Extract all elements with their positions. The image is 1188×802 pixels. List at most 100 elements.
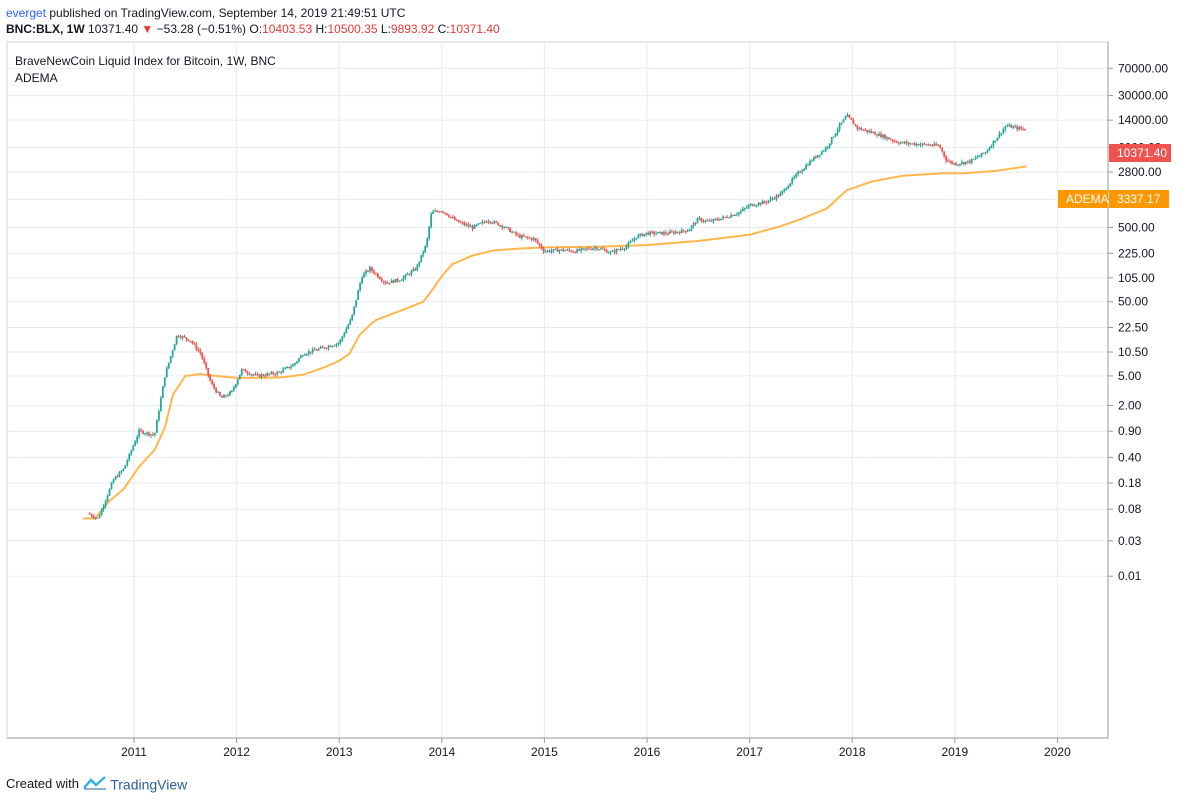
candle: [714, 218, 717, 221]
candle-body: [357, 290, 360, 300]
candle-body: [814, 156, 817, 158]
candle: [88, 512, 91, 515]
candle-body: [146, 432, 148, 434]
candle: [836, 127, 839, 136]
candle-body: [951, 161, 953, 164]
candle: [357, 289, 360, 300]
candle: [911, 143, 914, 145]
candle: [402, 275, 405, 283]
candle-body: [319, 347, 322, 349]
candle-body: [757, 202, 760, 206]
candle: [773, 196, 776, 201]
tradingview-brand[interactable]: TradingView: [110, 776, 188, 793]
candle-body: [779, 193, 782, 197]
candle: [769, 196, 772, 203]
candle: [795, 172, 798, 179]
candle: [244, 368, 247, 373]
candle: [747, 203, 750, 210]
candle: [467, 222, 470, 229]
y-tick-label: 50.00: [1118, 295, 1148, 309]
candle-body: [171, 350, 174, 357]
candle-body: [469, 226, 472, 228]
candle-body: [351, 314, 354, 320]
candle-body: [1012, 126, 1015, 128]
candle-body: [313, 349, 316, 351]
candle: [629, 239, 632, 244]
candle-body: [301, 355, 304, 357]
candle-body: [132, 445, 135, 451]
candle: [811, 159, 813, 162]
candle: [781, 190, 784, 196]
ohlc-bar: BNC:BLX, 1W 10371.40 ▼ −53.28 (−0.51%) O…: [6, 22, 500, 36]
candle-body: [891, 139, 894, 141]
candle-body: [832, 136, 835, 138]
candle-body: [927, 144, 930, 146]
candle: [822, 149, 825, 153]
candle-body: [1024, 129, 1026, 131]
candle-body: [290, 366, 292, 368]
candle: [976, 154, 979, 159]
candle-body: [475, 224, 478, 226]
candle-body: [945, 156, 948, 161]
candle: [745, 204, 748, 209]
candle-body: [722, 216, 725, 219]
candle-body: [736, 214, 738, 216]
candle: [300, 354, 302, 359]
candle-body: [907, 142, 910, 144]
candle-body: [177, 335, 180, 337]
candle: [763, 200, 766, 204]
candle-body: [154, 432, 156, 435]
plot-area[interactable]: [6, 41, 1109, 739]
author-link[interactable]: everget: [6, 6, 47, 20]
candle: [1024, 129, 1026, 131]
candle: [240, 368, 243, 377]
candle: [98, 513, 101, 519]
candle-body: [619, 248, 622, 250]
candle-body: [453, 217, 456, 220]
candle: [159, 395, 162, 412]
candle-body: [157, 411, 160, 421]
candle-body: [807, 165, 809, 167]
candle: [558, 249, 561, 255]
adema-tag-name: ADEMA: [1066, 192, 1109, 206]
candle: [672, 230, 675, 235]
candle: [550, 248, 553, 254]
candle-body: [193, 343, 196, 345]
candle-body: [588, 248, 590, 250]
candle: [631, 238, 634, 242]
candle-body: [755, 205, 758, 207]
candle-body: [215, 387, 217, 393]
candle: [321, 345, 324, 349]
tradingview-logo-icon[interactable]: [82, 776, 107, 793]
candle-body: [826, 146, 829, 148]
close-value: 10371.40: [449, 22, 500, 36]
low-label: L:: [380, 22, 391, 36]
candle-body: [501, 225, 504, 228]
candle: [430, 211, 433, 229]
candle: [248, 372, 251, 376]
candle: [696, 217, 699, 224]
candle: [282, 366, 285, 374]
candle: [964, 161, 967, 166]
candle: [122, 468, 125, 472]
candle-body: [489, 221, 492, 223]
x-tick-label: 2015: [531, 745, 558, 759]
candle-body: [361, 277, 363, 284]
candle-body: [753, 205, 756, 207]
candle: [262, 373, 265, 377]
candle-body: [797, 171, 800, 174]
candle: [832, 136, 835, 138]
candle-body: [953, 163, 955, 165]
candle-body: [191, 341, 194, 344]
candle: [497, 222, 500, 226]
candle-body: [528, 237, 531, 239]
candle-body: [552, 249, 555, 251]
candle-body: [221, 395, 223, 398]
candle: [329, 345, 332, 348]
candle-body: [690, 225, 693, 230]
candle: [521, 233, 523, 241]
candle: [1008, 122, 1011, 127]
candle-body: [513, 231, 515, 233]
candle: [615, 248, 618, 255]
